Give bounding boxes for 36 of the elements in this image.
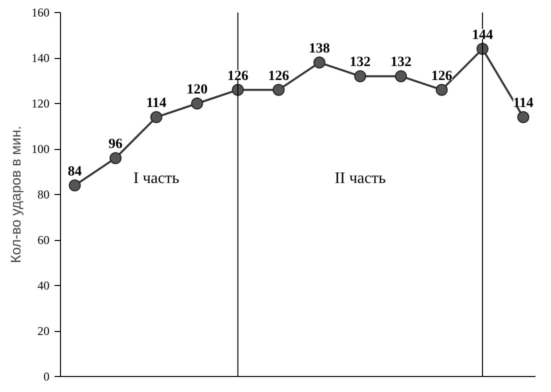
data-label: 132	[390, 55, 412, 70]
data-label: 144	[472, 28, 493, 43]
data-label: 132	[350, 55, 371, 70]
y-axis-title: Кол-во ударов в мин.	[8, 126, 24, 264]
y-tick-label: 40	[38, 278, 50, 292]
point	[110, 152, 122, 164]
data-label: 126	[268, 68, 290, 84]
y-tick-label: 100	[32, 142, 50, 156]
point	[436, 84, 448, 96]
point	[232, 84, 244, 96]
y-tick-label: 60	[38, 233, 50, 247]
data-label: 84	[68, 164, 82, 180]
y-tick-label: 80	[38, 188, 50, 202]
point	[476, 42, 488, 55]
data-label: 126	[227, 68, 248, 84]
point	[354, 70, 366, 82]
y-tick-label: 140	[32, 51, 50, 65]
data-label: 126	[431, 68, 452, 84]
point	[191, 98, 204, 110]
data-label: 114	[513, 96, 534, 112]
y-tick-label: 20	[38, 324, 50, 338]
data-label: 114	[146, 96, 166, 112]
annotation: I часть	[133, 170, 180, 188]
point	[272, 84, 285, 96]
point	[394, 70, 407, 82]
y-tick-label: 0	[44, 370, 50, 384]
point	[313, 56, 326, 69]
annotation: II часть	[334, 170, 386, 188]
data-label: 120	[186, 82, 208, 98]
data-label: 138	[308, 42, 330, 57]
y-tick-label: 120	[32, 96, 50, 110]
point	[68, 179, 81, 192]
y-tick-label: 160	[32, 6, 50, 20]
point	[150, 111, 162, 124]
point	[517, 111, 530, 124]
data-label: 96	[108, 137, 123, 152]
